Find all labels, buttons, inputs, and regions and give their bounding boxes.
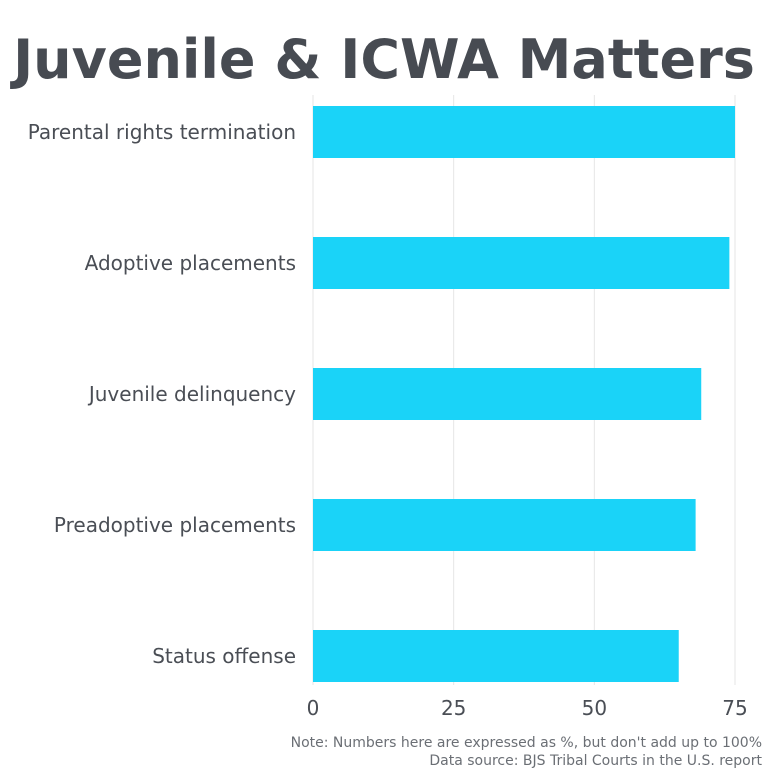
x-tick-label: 0: [307, 696, 320, 720]
bar-adoptive-placements: [313, 237, 730, 289]
chart-note: Note: Numbers here are expressed as %, b…: [291, 735, 762, 751]
x-tick-label: 75: [722, 696, 747, 720]
data-source-note: Data source: BJS Tribal Courts in the U.…: [429, 753, 762, 768]
category-label: Adoptive placements: [85, 251, 296, 275]
category-label: Parental rights termination: [28, 120, 296, 144]
bar-preadoptive-placements: [313, 499, 696, 551]
x-tick-label: 50: [582, 696, 607, 720]
category-label: Preadoptive placements: [54, 513, 296, 537]
bar-status-offense: [313, 630, 679, 682]
bars: [313, 106, 735, 682]
bar-parental-rights-termination: [313, 106, 735, 158]
category-label: Status offense: [152, 644, 296, 668]
x-axis-ticks: 0 25 50 75: [307, 696, 748, 720]
category-label: Juvenile delinquency: [87, 382, 296, 406]
x-tick-label: 25: [441, 696, 466, 720]
chart-title: Juvenile & ICWA Matters: [9, 28, 755, 91]
category-labels: Parental rights termination Adoptive plac…: [28, 120, 296, 668]
bar-juvenile-delinquency: [313, 368, 702, 420]
